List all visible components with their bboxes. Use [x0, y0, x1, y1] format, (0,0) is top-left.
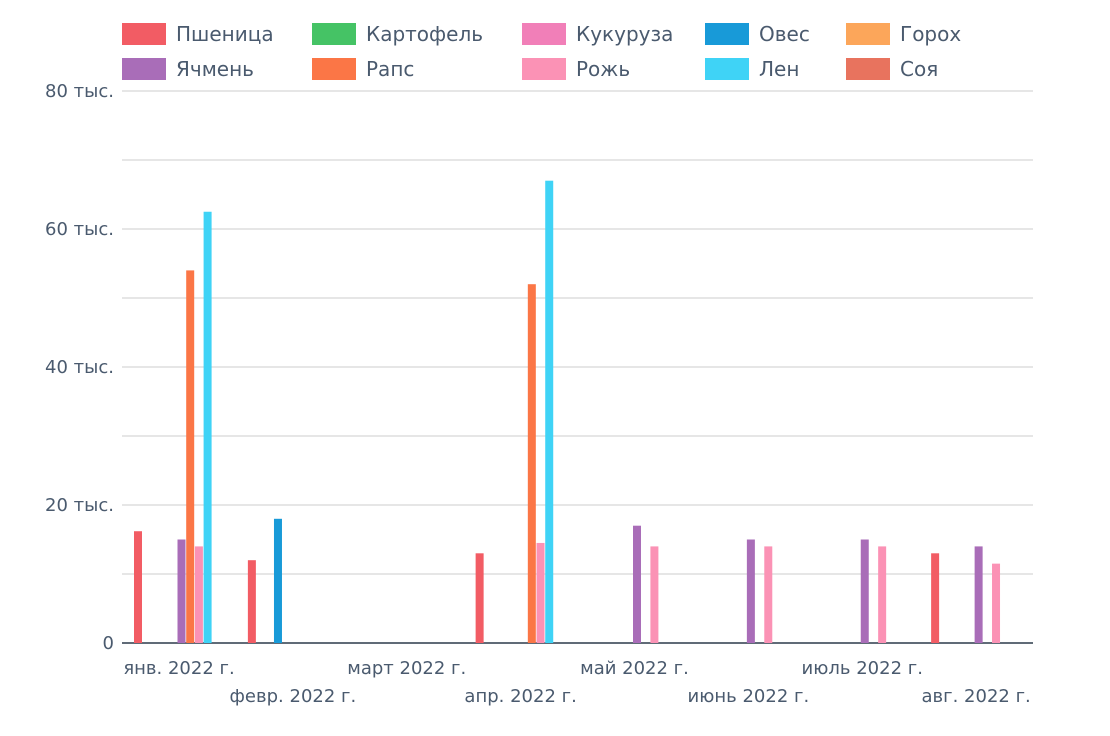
- y-axis: 0 20 тыс. 40 тыс. 60 тыс. 80 тыс.: [45, 81, 114, 654]
- legend-label: Пшеница: [176, 22, 274, 46]
- bar-3-0[interactable]: [475, 553, 484, 643]
- bar-6-5[interactable]: [860, 539, 869, 644]
- legend-swatch: [122, 23, 166, 45]
- x-tick-label: март 2022 г.: [347, 658, 466, 679]
- y-tick-label: 60 тыс.: [45, 219, 114, 240]
- bar-5-5[interactable]: [746, 539, 755, 644]
- bar-4-7[interactable]: [650, 546, 659, 643]
- bar-7-5[interactable]: [974, 546, 983, 643]
- legend-item-6[interactable]: Рапс: [312, 57, 414, 81]
- x-tick-label: июль 2022 г.: [802, 658, 923, 679]
- legend-label: Рожь: [576, 57, 630, 81]
- y-tick-label: 20 тыс.: [45, 495, 114, 516]
- legend-swatch: [705, 58, 749, 80]
- legend-label: Лен: [759, 57, 799, 81]
- legend-label: Рапс: [366, 57, 414, 81]
- bar-7-0[interactable]: [931, 553, 940, 643]
- legend-item-1[interactable]: Картофель: [312, 22, 483, 46]
- x-tick-label: февр. 2022 г.: [230, 686, 357, 707]
- bar-0-8[interactable]: [203, 211, 212, 643]
- bars: [134, 180, 1001, 644]
- bar-3-6[interactable]: [527, 284, 536, 643]
- legend-swatch: [846, 58, 890, 80]
- legend-swatch: [122, 58, 166, 80]
- legend: Пшеница Картофель Кукуруза Овес Горох Ячмень Р…: [122, 22, 961, 81]
- legend-swatch: [312, 58, 356, 80]
- legend-label: Кукуруза: [576, 22, 673, 46]
- legend-item-2[interactable]: Кукуруза: [522, 22, 673, 46]
- legend-label: Ячмень: [176, 57, 254, 81]
- legend-item-8[interactable]: Лен: [705, 57, 799, 81]
- bar-0-0[interactable]: [134, 531, 142, 643]
- x-tick-label: апр. 2022 г.: [464, 686, 576, 707]
- bar-3-8[interactable]: [545, 180, 554, 643]
- legend-item-3[interactable]: Овес: [705, 22, 810, 46]
- x-tick-label: янв. 2022 г.: [123, 658, 234, 679]
- legend-swatch: [312, 23, 356, 45]
- legend-item-5[interactable]: Ячмень: [122, 57, 254, 81]
- grid: [122, 90, 1033, 644]
- x-tick-label: авг. 2022 г.: [922, 686, 1031, 707]
- bar-7-7[interactable]: [992, 563, 1001, 643]
- y-tick-label: 80 тыс.: [45, 81, 114, 102]
- bar-4-5[interactable]: [633, 525, 641, 643]
- legend-swatch: [522, 58, 566, 80]
- legend-item-4[interactable]: Горох: [846, 22, 961, 46]
- legend-swatch: [705, 23, 749, 45]
- bar-1-3[interactable]: [273, 518, 282, 643]
- legend-swatch: [846, 23, 890, 45]
- legend-label: Картофель: [366, 22, 483, 46]
- legend-label: Соя: [900, 57, 938, 81]
- bar-1-0[interactable]: [247, 560, 256, 643]
- legend-label: Овес: [759, 22, 810, 46]
- x-axis: янв. 2022 г. февр. 2022 г. март 2022 г. апр…: [123, 658, 1030, 707]
- bar-0-7[interactable]: [194, 546, 203, 643]
- bar-5-7[interactable]: [764, 546, 773, 643]
- legend-item-0[interactable]: Пшеница: [122, 22, 274, 46]
- bar-0-5[interactable]: [177, 539, 186, 644]
- x-tick-label: май 2022 г.: [580, 658, 689, 679]
- legend-label: Горох: [900, 22, 961, 46]
- x-tick-label: июнь 2022 г.: [688, 686, 810, 707]
- bar-6-7[interactable]: [878, 546, 887, 643]
- bar-3-7[interactable]: [536, 542, 545, 643]
- y-tick-label: 40 тыс.: [45, 357, 114, 378]
- legend-item-9[interactable]: Соя: [846, 57, 938, 81]
- bar-0-6[interactable]: [186, 270, 195, 643]
- y-tick-label: 0: [103, 633, 114, 654]
- legend-swatch: [522, 23, 566, 45]
- legend-item-7[interactable]: Рожь: [522, 57, 630, 81]
